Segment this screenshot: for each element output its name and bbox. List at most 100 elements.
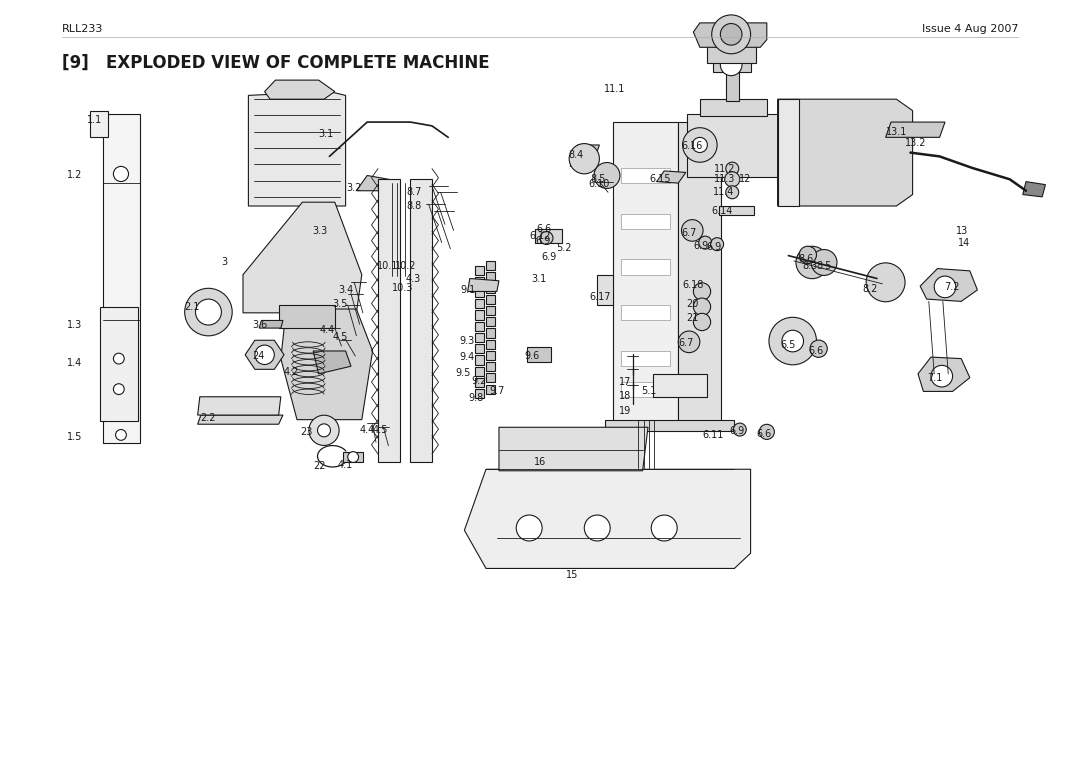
Text: 4.4: 4.4 bbox=[360, 424, 375, 435]
Text: 3.4: 3.4 bbox=[338, 285, 353, 295]
Polygon shape bbox=[486, 306, 495, 315]
Polygon shape bbox=[527, 347, 551, 362]
Polygon shape bbox=[693, 23, 767, 47]
Text: 4.5: 4.5 bbox=[373, 424, 388, 435]
Polygon shape bbox=[605, 420, 734, 431]
Circle shape bbox=[931, 365, 953, 387]
Polygon shape bbox=[700, 99, 767, 116]
Polygon shape bbox=[535, 229, 562, 243]
Circle shape bbox=[113, 353, 124, 364]
Circle shape bbox=[692, 137, 707, 153]
Polygon shape bbox=[597, 275, 613, 305]
Polygon shape bbox=[678, 122, 721, 429]
Text: 6.6: 6.6 bbox=[809, 346, 824, 356]
Text: 2.1: 2.1 bbox=[185, 302, 200, 313]
Polygon shape bbox=[657, 171, 686, 183]
Circle shape bbox=[726, 163, 739, 175]
Text: 6.6: 6.6 bbox=[537, 224, 552, 234]
Text: 4.2: 4.2 bbox=[284, 366, 299, 377]
Polygon shape bbox=[475, 299, 484, 308]
Polygon shape bbox=[486, 340, 495, 349]
Text: 17: 17 bbox=[619, 377, 632, 388]
Circle shape bbox=[759, 424, 774, 439]
Polygon shape bbox=[248, 92, 346, 206]
Text: 6.9: 6.9 bbox=[541, 252, 556, 262]
Text: 10.3: 10.3 bbox=[392, 283, 414, 294]
Polygon shape bbox=[653, 374, 707, 397]
Polygon shape bbox=[464, 469, 751, 568]
Circle shape bbox=[866, 263, 905, 301]
Circle shape bbox=[195, 299, 221, 325]
Text: 6.7: 6.7 bbox=[681, 228, 697, 239]
Text: 10.1: 10.1 bbox=[377, 261, 399, 272]
Text: 6.18: 6.18 bbox=[683, 280, 704, 291]
Text: 8.3: 8.3 bbox=[802, 261, 818, 272]
Text: 4.4: 4.4 bbox=[320, 325, 335, 336]
Text: 3.5: 3.5 bbox=[333, 299, 348, 310]
Circle shape bbox=[594, 163, 620, 188]
Polygon shape bbox=[486, 362, 495, 372]
Polygon shape bbox=[475, 344, 484, 353]
Circle shape bbox=[185, 288, 232, 336]
Text: 6.7: 6.7 bbox=[678, 338, 693, 349]
Text: 6.17: 6.17 bbox=[590, 291, 611, 302]
Circle shape bbox=[733, 423, 746, 436]
Polygon shape bbox=[475, 378, 484, 387]
Circle shape bbox=[683, 127, 717, 163]
Polygon shape bbox=[621, 259, 670, 275]
Text: 6.9: 6.9 bbox=[536, 236, 551, 246]
Text: 11.3: 11.3 bbox=[714, 174, 735, 185]
Text: [9]   EXPLODED VIEW OF COMPLETE MACHINE: [9] EXPLODED VIEW OF COMPLETE MACHINE bbox=[62, 53, 489, 72]
Text: 1.3: 1.3 bbox=[67, 320, 82, 330]
Polygon shape bbox=[778, 99, 913, 206]
Polygon shape bbox=[621, 382, 670, 397]
Polygon shape bbox=[475, 322, 484, 331]
Circle shape bbox=[782, 330, 804, 352]
Polygon shape bbox=[726, 69, 739, 101]
Text: 11.2: 11.2 bbox=[714, 163, 735, 174]
Polygon shape bbox=[713, 57, 751, 72]
Text: 3.2: 3.2 bbox=[347, 183, 362, 194]
Polygon shape bbox=[486, 317, 495, 327]
Polygon shape bbox=[259, 320, 283, 328]
Text: 1.2: 1.2 bbox=[67, 169, 82, 180]
Polygon shape bbox=[245, 340, 284, 369]
Circle shape bbox=[113, 313, 129, 328]
Polygon shape bbox=[486, 373, 495, 382]
Text: 8.4: 8.4 bbox=[568, 150, 583, 160]
Polygon shape bbox=[1023, 182, 1045, 197]
Polygon shape bbox=[243, 202, 362, 313]
Polygon shape bbox=[719, 206, 754, 215]
Polygon shape bbox=[265, 80, 335, 99]
Text: 1.5: 1.5 bbox=[67, 432, 82, 443]
Text: 3.6: 3.6 bbox=[253, 320, 268, 330]
Text: 23: 23 bbox=[300, 427, 313, 437]
Circle shape bbox=[651, 515, 677, 541]
Text: 6.9: 6.9 bbox=[706, 242, 721, 253]
Polygon shape bbox=[475, 266, 484, 275]
Text: 1.4: 1.4 bbox=[67, 358, 82, 369]
Text: 11.1: 11.1 bbox=[604, 84, 625, 95]
Circle shape bbox=[681, 220, 703, 241]
Polygon shape bbox=[486, 351, 495, 360]
Text: 6.6: 6.6 bbox=[756, 429, 771, 439]
Text: 9.2: 9.2 bbox=[472, 376, 487, 387]
Circle shape bbox=[113, 384, 124, 394]
Polygon shape bbox=[499, 427, 648, 471]
Polygon shape bbox=[468, 278, 499, 291]
Polygon shape bbox=[281, 309, 373, 420]
Text: 10.2: 10.2 bbox=[395, 261, 417, 272]
Text: 8.7: 8.7 bbox=[406, 187, 421, 198]
Polygon shape bbox=[570, 145, 599, 166]
Circle shape bbox=[540, 232, 553, 244]
Polygon shape bbox=[356, 175, 389, 191]
Text: 4.5: 4.5 bbox=[333, 332, 348, 343]
Polygon shape bbox=[707, 46, 756, 63]
Polygon shape bbox=[621, 214, 670, 229]
Polygon shape bbox=[486, 328, 495, 337]
Text: 9.3: 9.3 bbox=[459, 336, 474, 346]
Text: 6.16: 6.16 bbox=[681, 141, 703, 152]
Text: Issue 4 Aug 2007: Issue 4 Aug 2007 bbox=[922, 24, 1018, 34]
Text: 22: 22 bbox=[313, 461, 326, 472]
Text: 6.10: 6.10 bbox=[589, 179, 610, 189]
